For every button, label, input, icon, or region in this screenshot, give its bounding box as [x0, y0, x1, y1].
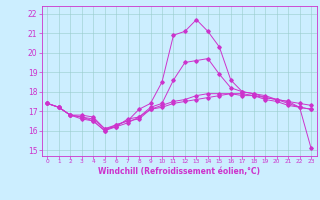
X-axis label: Windchill (Refroidissement éolien,°C): Windchill (Refroidissement éolien,°C): [98, 167, 260, 176]
